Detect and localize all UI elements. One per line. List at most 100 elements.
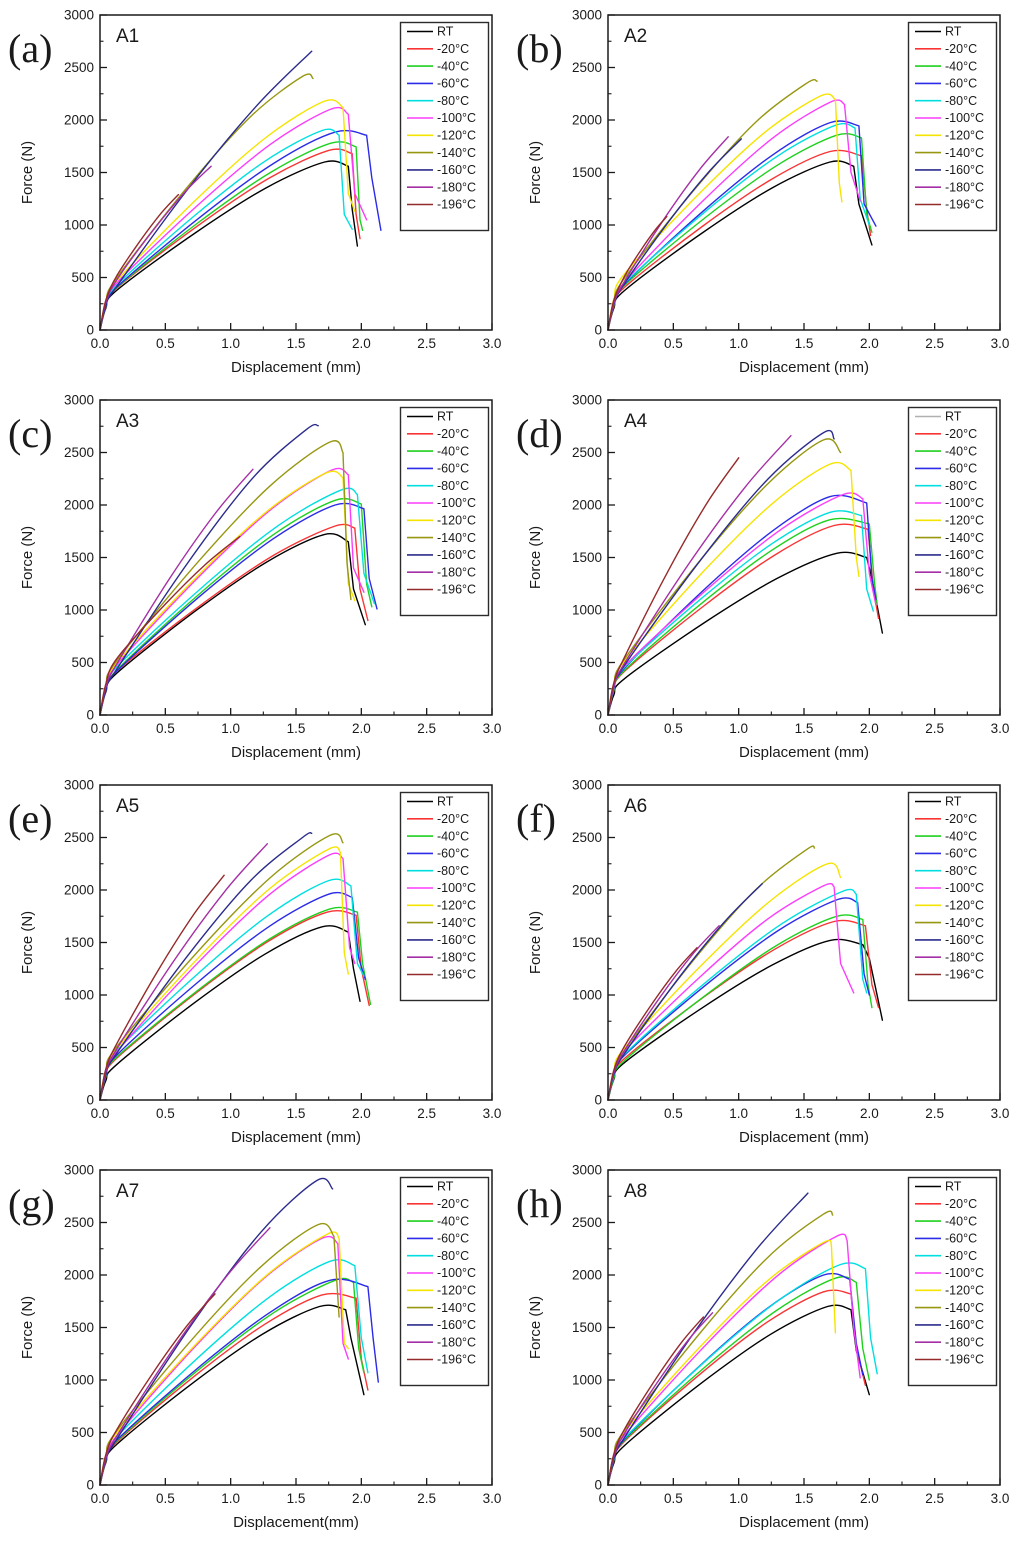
legend-label: -140°C xyxy=(945,531,984,545)
y-axis-title: Force (N) xyxy=(527,141,544,204)
x-tick-label: 2.5 xyxy=(925,721,944,736)
x-axis-title: Displacement (mm) xyxy=(231,1129,361,1146)
y-axis-title: Force (N) xyxy=(527,911,544,974)
curve--160c xyxy=(607,138,742,331)
x-axis-title: Displacement (mm) xyxy=(231,359,361,376)
legend-label: RT xyxy=(945,25,962,39)
y-tick-label: 0 xyxy=(594,323,602,338)
legend-label: -80°C xyxy=(945,1249,977,1263)
legend-label: -196°C xyxy=(437,583,476,597)
x-tick-label: 3.0 xyxy=(991,1491,1010,1506)
y-tick-label: 2000 xyxy=(64,113,94,128)
curve--120c xyxy=(607,93,843,331)
legend-label: -160°C xyxy=(945,1318,984,1332)
legend-label: RT xyxy=(945,1180,962,1194)
y-axis-title: Force (N) xyxy=(19,1296,36,1359)
curve--160c xyxy=(607,883,763,1101)
legend-label: -180°C xyxy=(945,180,984,194)
y-tick-label: 3000 xyxy=(64,778,94,793)
legend-label: -20°C xyxy=(945,42,977,56)
curve--196c xyxy=(607,457,740,716)
panel-title: A6 xyxy=(624,796,647,817)
legend-label: -120°C xyxy=(945,129,984,143)
legend-label: -196°C xyxy=(945,1353,984,1367)
legend: RT -20°C -40°C -60°C -80°C -100°C -120°C -140°C… xyxy=(907,406,998,617)
y-tick-label: 500 xyxy=(579,1040,602,1055)
x-axis-title: Displacement (mm) xyxy=(739,744,869,761)
legend-label: RT xyxy=(437,1180,454,1194)
panel-a5: 0.0 0.5 1.0 1.5 2.0 2.5 3.0 0 500 1000 1500 2000 250… xyxy=(0,770,508,1155)
curve--120c xyxy=(99,99,356,331)
legend-label: -40°C xyxy=(945,829,977,843)
y-tick-label: 2500 xyxy=(572,60,602,75)
panel-title: A8 xyxy=(624,1181,647,1202)
x-tick-label: 0.0 xyxy=(91,1491,110,1506)
curve--196c xyxy=(607,1316,705,1486)
x-tick-label: 2.5 xyxy=(925,336,944,351)
x-axis-title: Displacement (mm) xyxy=(739,359,869,376)
curve--180c xyxy=(607,925,720,1101)
x-tick-label: 2.5 xyxy=(417,1106,436,1121)
panel-letter: (c) xyxy=(8,411,52,456)
x-tick-label: 2.0 xyxy=(352,1106,371,1121)
x-tick-label: 2.5 xyxy=(925,1106,944,1121)
curve--40c xyxy=(607,517,878,716)
legend-label: -100°C xyxy=(945,881,984,895)
y-tick-label: 0 xyxy=(594,1093,602,1108)
y-tick-label: 500 xyxy=(579,655,602,670)
y-tick-label: 1500 xyxy=(572,550,602,565)
legend-label: -160°C xyxy=(945,163,984,177)
y-axis-title: Force (N) xyxy=(19,141,36,204)
legend-label: -60°C xyxy=(437,1232,469,1246)
y-tick-label: 0 xyxy=(86,323,94,338)
legend-label: -100°C xyxy=(437,881,476,895)
panel-title: A4 xyxy=(624,411,648,432)
panel-letter: (d) xyxy=(516,411,563,456)
x-tick-label: 1.0 xyxy=(729,1106,748,1121)
curve--180c xyxy=(607,435,792,716)
x-tick-label: 1.0 xyxy=(729,1491,748,1506)
y-tick-label: 1500 xyxy=(64,935,94,950)
curve--40c xyxy=(607,914,873,1101)
y-tick-label: 3000 xyxy=(64,8,94,23)
panel-title: A7 xyxy=(116,1181,139,1202)
curve--80c xyxy=(99,487,376,716)
curve--140c xyxy=(99,440,352,716)
y-tick-label: 500 xyxy=(71,1425,94,1440)
legend-label: -196°C xyxy=(437,1353,476,1367)
curve--100c xyxy=(99,852,356,1101)
curve--180c xyxy=(99,843,268,1101)
y-tick-label: 2000 xyxy=(572,883,602,898)
legend-label: -196°C xyxy=(437,968,476,982)
x-tick-label: 0.0 xyxy=(599,1106,618,1121)
x-axis-title: Displacement (mm) xyxy=(739,1514,869,1531)
curve--196c xyxy=(99,874,225,1101)
legend-label: -196°C xyxy=(945,583,984,597)
legend: RT -20°C -40°C -60°C -80°C -100°C -120°C -140°C… xyxy=(399,21,490,232)
legend: RT -20°C -40°C -60°C -80°C -100°C -120°C -140°C… xyxy=(907,791,998,1002)
x-tick-label: 2.0 xyxy=(860,721,879,736)
legend-box xyxy=(907,21,998,232)
y-tick-label: 1000 xyxy=(572,988,602,1003)
x-tick-label: 1.5 xyxy=(287,1106,306,1121)
x-tick-label: 3.0 xyxy=(483,721,502,736)
legend-label: -180°C xyxy=(945,1335,984,1349)
y-tick-label: 2000 xyxy=(64,883,94,898)
x-tick-label: 1.0 xyxy=(729,336,748,351)
panel-a1: 0.0 0.5 1.0 1.5 2.0 2.5 3.0 0 500 1000 1500 2000 250… xyxy=(0,0,508,385)
legend-label: -40°C xyxy=(945,59,977,73)
x-tick-label: 3.0 xyxy=(991,336,1010,351)
x-tick-label: 1.0 xyxy=(221,1106,240,1121)
y-tick-label: 1000 xyxy=(64,603,94,618)
curve-rt xyxy=(99,925,361,1101)
x-axis-title: Displacement (mm) xyxy=(739,1129,869,1146)
curve--120c xyxy=(607,1239,837,1486)
x-tick-label: 1.5 xyxy=(795,1491,814,1506)
legend-label: -80°C xyxy=(945,94,977,108)
x-tick-label: 1.5 xyxy=(795,721,814,736)
legend-label: -60°C xyxy=(437,77,469,91)
y-axis-title: Force (N) xyxy=(527,1296,544,1359)
y-tick-label: 500 xyxy=(579,270,602,285)
panel-title: A3 xyxy=(116,411,139,432)
panel-a4: 0.0 0.5 1.0 1.5 2.0 2.5 3.0 0 500 1000 1500 2000 250… xyxy=(508,385,1016,770)
